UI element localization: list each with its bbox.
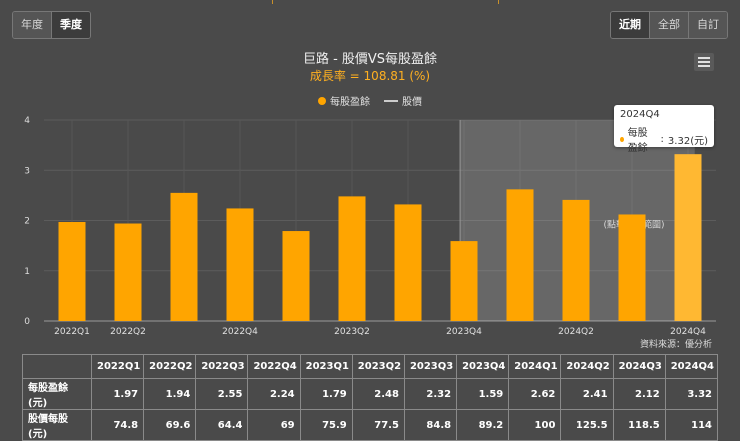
table-header-cell: 2022Q1 (90, 354, 145, 379)
tab-annual[interactable]: 年度 (13, 12, 52, 38)
x-tick-label: 2022Q2 (110, 327, 146, 337)
table-header-row: 2022Q1 2022Q2 2022Q3 2022Q4 2023Q1 2023Q2 2023… (22, 354, 719, 379)
chart-tooltip: 2024Q4 每股盈餘: 3.32(元) (614, 105, 714, 154)
chart-legend: 每股盈餘 股價 (0, 93, 740, 108)
table-header-cell: 2024Q3 (612, 354, 666, 379)
bar-2024Q4 (674, 154, 702, 321)
range-toggle: 近期 全部 自訂 (610, 11, 728, 39)
tab-quarterly[interactable]: 季度 (52, 12, 90, 38)
legend-label-price: 股價 (402, 97, 422, 108)
eps-bar-chart: (點擊重置範圍) 012342022Q12022Q22022Q42023Q220… (24, 116, 716, 337)
x-tick-label: 2024Q2 (558, 327, 594, 337)
table-header-cell: 2024Q2 (560, 354, 614, 379)
y-tick-label: 3 (24, 166, 30, 176)
bar-2024Q1 (506, 189, 534, 321)
table-header-cell: 2023Q2 (351, 354, 405, 379)
table-cell: 84.8 (403, 409, 458, 441)
table-cell: 1.94 (143, 378, 197, 410)
table-cell: 2.48 (351, 378, 405, 410)
data-table: 2022Q1 2022Q2 2022Q3 2022Q4 2023Q1 2023Q2 2023… (22, 354, 719, 441)
chart-title: 巨路 - 股價VS每股盈餘 (302, 52, 438, 67)
table-cell: 2.32 (403, 378, 458, 410)
legend-item-price[interactable]: 股價 (384, 93, 422, 108)
legend-label-eps: 每股盈餘 (330, 97, 370, 108)
bar-2024Q2 (562, 199, 590, 321)
table-cell: 3.32 (664, 378, 719, 410)
table-cell: 69.6 (143, 409, 197, 441)
table-cell: 1.79 (299, 378, 353, 410)
table-cell: 2.24 (247, 378, 301, 410)
tooltip-series-label: 每股盈餘 (627, 128, 648, 154)
axes: 0 1 2 3 4 2022Q1 2022Q2 2022Q4 2023Q2 2023Q4 2024Q… (24, 116, 706, 337)
legend-item-eps[interactable]: 每股盈餘 (318, 93, 370, 108)
bar-2022Q2 (114, 223, 142, 321)
table-row-label: 股價每股(元) (22, 409, 92, 441)
x-tick-label: 2022Q1 (54, 327, 90, 337)
tab-all[interactable]: 全部 (650, 12, 689, 38)
bar-2022Q1 (58, 222, 86, 321)
table-header-cell: 2023Q4 (456, 354, 510, 379)
table-cell: 74.8 (90, 409, 145, 441)
bar-2024Q3 (618, 214, 646, 321)
y-tick-label: 2 (24, 217, 30, 227)
table-row: 每股盈餘(元) 1.97 1.94 2.55 2.24 1.79 2.48 2.32 1.59 2… (22, 378, 719, 410)
table-row: 股價每股(元) 74.8 69.6 64.4 69 75.9 77.5 84.8 89.2 100… (22, 409, 719, 441)
tooltip-value: 3.32(元) (667, 135, 708, 147)
legend-line-icon (384, 99, 398, 102)
table-cell: 1.59 (456, 378, 510, 410)
tab-recent[interactable]: 近期 (611, 12, 650, 38)
tooltip-title: 2024Q4 (620, 109, 660, 120)
x-tick-label: 2022Q4 (222, 327, 258, 337)
y-tick-label: 0 (24, 317, 30, 327)
y-tick-label: 4 (24, 116, 30, 126)
bar-2023Q3 (394, 204, 422, 321)
table-cell: 118.5 (612, 409, 666, 441)
table-header-cell: 2023Q3 (403, 354, 458, 379)
table-row-label: 每股盈餘(元) (22, 378, 92, 410)
bar-2022Q4 (226, 208, 254, 321)
table-cell: 114 (664, 409, 719, 441)
table-body: 每股盈餘(元) 1.97 1.94 2.55 2.24 1.79 2.48 2.32 1.59 2… (22, 378, 719, 441)
legend-dot-icon (318, 96, 326, 105)
top-accent-line (0, 0, 740, 4)
table-cell: 77.5 (351, 409, 405, 441)
table-cell: 2.12 (612, 378, 666, 410)
bars (58, 154, 702, 321)
table-corner-cell (22, 354, 92, 379)
tab-custom[interactable]: 自訂 (689, 12, 727, 38)
table-cell: 1.97 (90, 378, 145, 410)
table-cell: 89.2 (456, 409, 510, 441)
table-cell: 2.41 (560, 378, 614, 410)
table-header-cell: 2022Q3 (195, 354, 249, 379)
table-header-cell: 2022Q2 (143, 354, 197, 379)
x-tick-label: 2024Q4 (670, 327, 706, 337)
table-header-cell: 2023Q1 (299, 354, 353, 379)
table-cell: 125.5 (560, 409, 614, 441)
table-cell: 2.62 (508, 378, 562, 410)
period-type-toggle: 年度 季度 (12, 11, 91, 39)
x-tick-label: 2023Q2 (334, 327, 370, 337)
tooltip-dot-icon (620, 136, 624, 142)
bar-2023Q4 (450, 241, 478, 321)
table-cell: 2.55 (195, 378, 249, 410)
source-note: 資料來源：優分析 (639, 340, 712, 350)
bar-2023Q2 (338, 196, 366, 321)
bar-2022Q3 (170, 192, 198, 321)
table-cell: 69 (247, 409, 301, 441)
table-header-cell: 2024Q4 (664, 354, 719, 379)
x-tick-label: 2023Q4 (446, 327, 482, 337)
chart-subtitle: 成長率 = 108.81 (%) (309, 69, 431, 83)
table-header-cell: 2022Q4 (247, 354, 301, 379)
table-cell: 64.4 (195, 409, 249, 441)
bar-2023Q1 (282, 231, 310, 321)
table-header-cell: 2024Q1 (508, 354, 562, 379)
tooltip-row: 每股盈餘: 3.32(元) (614, 122, 714, 156)
y-tick-label: 1 (24, 267, 30, 277)
table-cell: 100 (508, 409, 562, 441)
table-cell: 75.9 (299, 409, 353, 441)
hamburger-menu-icon[interactable] (694, 53, 714, 71)
